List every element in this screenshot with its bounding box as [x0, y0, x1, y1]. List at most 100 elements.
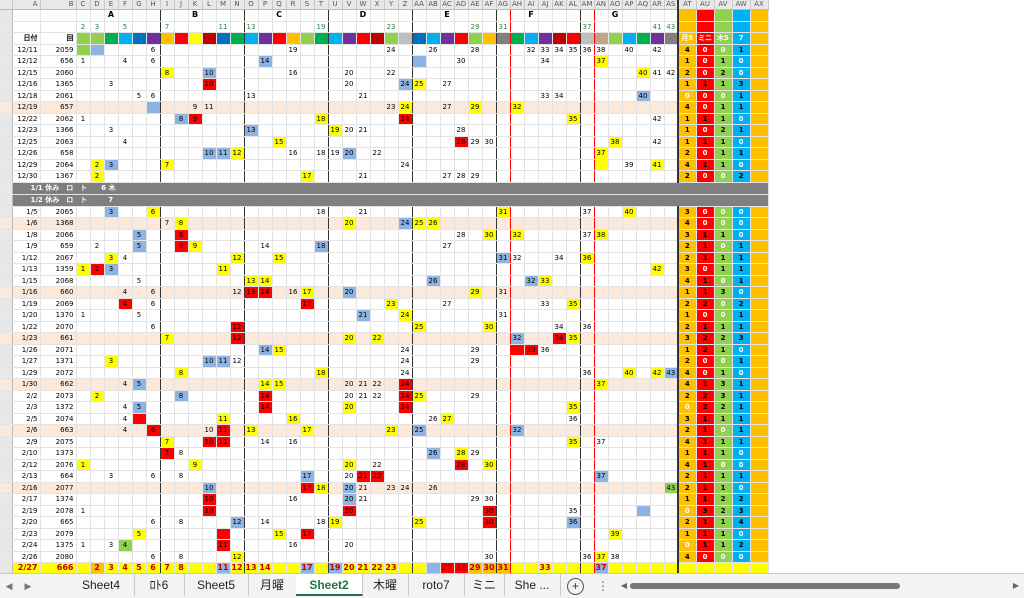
cell[interactable]: 0: [714, 309, 733, 322]
cell[interactable]: [622, 413, 637, 425]
cell[interactable]: [524, 367, 539, 379]
cell[interactable]: [482, 528, 497, 540]
cell[interactable]: 26: [426, 44, 441, 56]
cell[interactable]: [538, 482, 553, 494]
cell[interactable]: [314, 505, 329, 517]
cell[interactable]: [272, 275, 287, 287]
cell[interactable]: [496, 367, 511, 379]
cell[interactable]: [356, 298, 371, 310]
cell[interactable]: [440, 344, 455, 356]
cell[interactable]: [356, 136, 371, 148]
cell[interactable]: 18: [314, 147, 329, 160]
cell[interactable]: [244, 539, 259, 552]
cell[interactable]: [314, 44, 329, 56]
cell[interactable]: 21: [356, 90, 371, 102]
cell[interactable]: [314, 229, 329, 241]
cell[interactable]: 0: [714, 44, 733, 56]
cell[interactable]: [286, 424, 301, 437]
cell[interactable]: [524, 505, 539, 517]
cell[interactable]: 29: [468, 562, 483, 573]
cell[interactable]: [132, 424, 147, 437]
cell[interactable]: [468, 413, 483, 425]
cell[interactable]: 29: [468, 493, 483, 506]
cell[interactable]: 40: [636, 67, 651, 79]
cell[interactable]: [314, 401, 329, 414]
cell[interactable]: [454, 413, 469, 425]
cell[interactable]: [104, 229, 119, 241]
cell[interactable]: [216, 516, 231, 529]
cell[interactable]: [566, 229, 581, 241]
cell[interactable]: 30: [482, 459, 497, 471]
cell[interactable]: 4: [118, 136, 133, 148]
row-number[interactable]: [0, 240, 13, 253]
cell[interactable]: [286, 170, 301, 183]
cell[interactable]: [664, 332, 679, 345]
row-number[interactable]: [0, 159, 13, 171]
cell[interactable]: [202, 229, 217, 241]
cell[interactable]: 1: [696, 378, 715, 391]
cell[interactable]: [440, 217, 455, 230]
cell[interactable]: 21: [356, 206, 371, 218]
cell[interactable]: [314, 124, 329, 137]
column-header[interactable]: T: [314, 0, 329, 10]
cell[interactable]: [412, 447, 427, 460]
cell[interactable]: [580, 378, 595, 391]
cell[interactable]: [286, 390, 301, 402]
cell[interactable]: [608, 539, 623, 552]
cell[interactable]: [664, 298, 679, 310]
cell[interactable]: [76, 470, 91, 483]
cell[interactable]: [496, 482, 511, 494]
cell[interactable]: [454, 21, 469, 33]
date-cell[interactable]: 1/20: [12, 309, 41, 322]
cell[interactable]: [412, 44, 427, 56]
cell[interactable]: 1: [732, 240, 751, 253]
cell[interactable]: [314, 321, 329, 333]
cell[interactable]: [328, 493, 343, 506]
cell[interactable]: [426, 170, 441, 183]
cell[interactable]: [286, 298, 301, 310]
cell[interactable]: 1: [696, 436, 715, 448]
cell[interactable]: [244, 206, 259, 218]
cell[interactable]: [412, 528, 427, 540]
cell[interactable]: [664, 447, 679, 460]
cell[interactable]: [594, 124, 609, 137]
cell[interactable]: [286, 90, 301, 102]
cell[interactable]: [202, 55, 217, 68]
cell[interactable]: [398, 413, 413, 425]
cell[interactable]: [412, 505, 427, 517]
cell[interactable]: [580, 493, 595, 506]
cell[interactable]: [230, 413, 245, 425]
cell[interactable]: [356, 424, 371, 437]
cell[interactable]: 2: [732, 493, 751, 506]
cell[interactable]: [482, 355, 497, 368]
cell[interactable]: 4: [118, 562, 133, 573]
cell[interactable]: [370, 309, 385, 322]
cell[interactable]: [188, 67, 203, 79]
cell[interactable]: [664, 90, 679, 102]
cell[interactable]: [454, 493, 469, 506]
cell[interactable]: 10: [202, 493, 217, 506]
cell[interactable]: 30: [482, 551, 497, 563]
cell[interactable]: 3: [104, 562, 119, 573]
column-header[interactable]: B: [40, 0, 77, 10]
cell[interactable]: [230, 78, 245, 91]
cell[interactable]: [426, 229, 441, 241]
cell[interactable]: [552, 298, 567, 310]
cell[interactable]: [538, 539, 553, 552]
cell[interactable]: 0: [696, 217, 715, 230]
column-header[interactable]: E: [104, 0, 119, 10]
cell[interactable]: [468, 275, 483, 287]
cell[interactable]: [580, 424, 595, 437]
cell[interactable]: 1: [732, 321, 751, 333]
cell[interactable]: [426, 551, 441, 563]
row-number[interactable]: [0, 67, 13, 79]
cell[interactable]: [510, 482, 525, 494]
cell[interactable]: [538, 113, 553, 125]
cell[interactable]: [622, 551, 637, 563]
cell[interactable]: [104, 505, 119, 517]
cell[interactable]: [664, 516, 679, 529]
date-cell[interactable]: 2/6: [12, 424, 41, 437]
cell[interactable]: [412, 9, 427, 22]
cell[interactable]: [440, 528, 455, 540]
date-cell[interactable]: 1/16: [12, 286, 41, 299]
